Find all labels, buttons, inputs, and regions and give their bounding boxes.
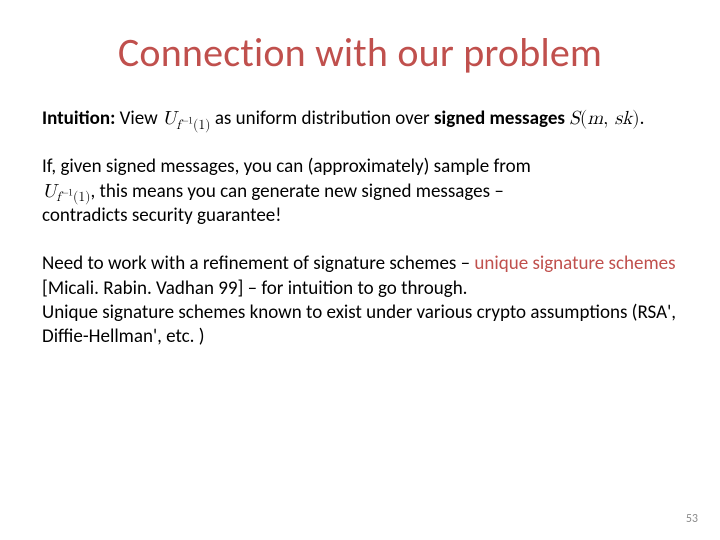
text-as-uniform: as uniform distribution over: [215, 107, 430, 130]
text-if-given: If, given signed messages, you can (appr…: [42, 155, 531, 178]
text-period: .: [640, 107, 645, 130]
text-this-means: , this means you can generate new signed…: [91, 180, 504, 203]
slide-title: Connection with our problem: [42, 28, 678, 77]
paragraph-need: Need to work with a refinement of signat…: [42, 252, 678, 349]
page-number: 53: [686, 512, 698, 526]
text-signed-messages: signed messages: [434, 107, 565, 130]
formula-uf1: Uf−1(1): [162, 109, 211, 128]
intuition-lead: Intuition:: [42, 107, 115, 130]
text-assumptions: Unique signature schemes known to exist …: [42, 301, 676, 348]
paragraph-if-given: If, given signed messages, you can (appr…: [42, 155, 678, 228]
text-view: View: [120, 107, 158, 130]
paragraph-intuition: Intuition: View Uf−1(1) as uniform distr…: [42, 107, 678, 131]
text-need-refinement: Need to work with a refinement of signat…: [42, 252, 470, 275]
text-citation: [Micali. Rabin. Vadhan 99] – for intuiti…: [42, 277, 467, 300]
formula-uf2: Uf−1(1): [42, 182, 91, 201]
slide: Connection with our problem Intuition: V…: [0, 0, 720, 540]
text-contradicts: contradicts security guarantee!: [42, 204, 281, 227]
formula-smsk: S(m, sk): [569, 109, 639, 128]
text-unique-schemes: unique signature schemes: [474, 252, 675, 275]
